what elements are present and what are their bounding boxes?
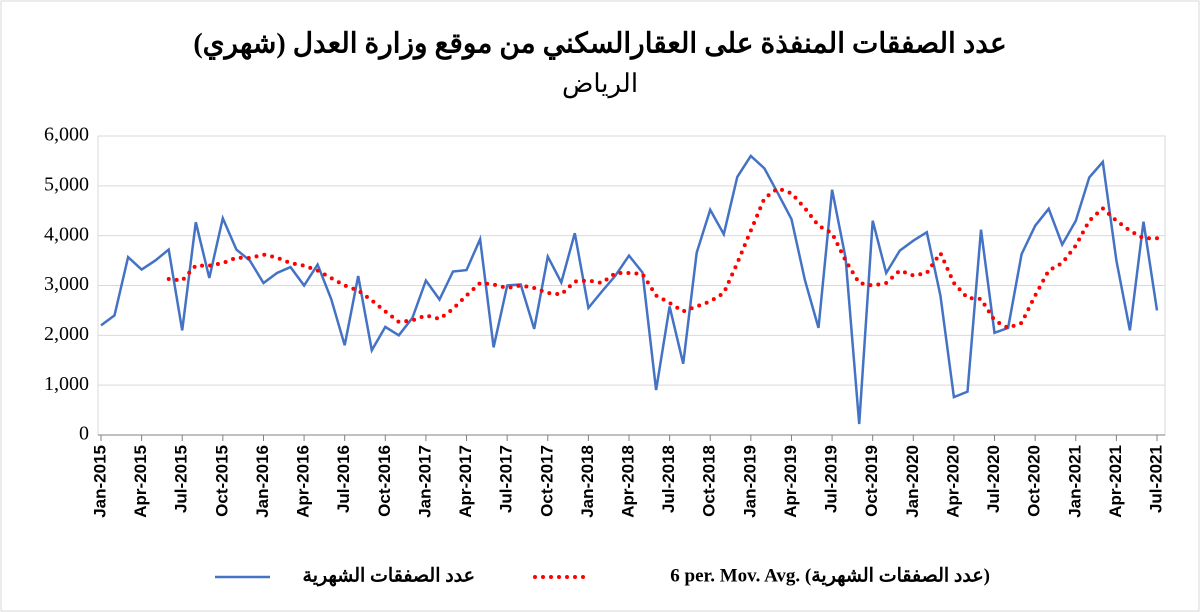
legend-label: عدد الصفقات الشهرية	[303, 565, 475, 586]
y-tick-label: 0	[79, 423, 89, 445]
series-line	[100, 153, 1159, 425]
x-tick-label: Jul-2018	[659, 445, 678, 513]
y-tick-label: 6,000	[44, 124, 89, 146]
x-tick-label: Jan-2020	[903, 445, 922, 518]
x-tick-label: Apr-2019	[781, 445, 800, 518]
x-tick-label: Oct-2018	[700, 445, 719, 517]
x-tick-label: Jan-2016	[253, 445, 272, 518]
x-tick-label: Oct-2016	[375, 445, 394, 517]
x-tick-label: Jul-2019	[822, 445, 841, 513]
x-tick-label: Jan-2015	[90, 445, 109, 518]
x-tick-label: Apr-2020	[943, 445, 962, 518]
chart-title: عدد الصفقات المنفذة على العقارالسكني من …	[193, 28, 1006, 60]
x-tick-label: Apr-2021	[1106, 445, 1125, 518]
y-tick-label: 2,000	[44, 323, 89, 345]
x-tick-label: Oct-2015	[212, 445, 231, 517]
x-tick-label: Jul-2021	[1146, 445, 1165, 513]
x-tick-label: Apr-2015	[131, 445, 150, 518]
x-tick-label: Jul-2017	[497, 445, 516, 513]
x-tick-label: Apr-2018	[618, 445, 637, 518]
x-tick-label: Oct-2017	[537, 445, 556, 517]
x-tick-label: Jan-2018	[578, 445, 597, 518]
x-tick-label: Apr-2016	[294, 445, 313, 518]
y-tick-label: 5,000	[44, 173, 89, 195]
legend-label: 6 per. Mov. Avg. (عدد الصفقات الشهرية)	[670, 565, 990, 586]
x-tick-label: Jul-2015	[172, 445, 191, 513]
x-tick-label: Jan-2021	[1065, 445, 1084, 518]
chart-subtitle: الرياض	[562, 69, 638, 99]
x-tick-label: Oct-2020	[1025, 445, 1044, 517]
x-tick-label: Jul-2016	[334, 445, 353, 513]
x-tick-label: Jul-2020	[984, 445, 1003, 513]
x-tick-label: Apr-2017	[456, 445, 475, 518]
y-tick-label: 3,000	[44, 273, 89, 295]
series-line	[166, 186, 1159, 331]
x-tick-label: Oct-2019	[862, 445, 881, 517]
y-tick-label: 1,000	[44, 373, 89, 395]
y-tick-label: 4,000	[44, 223, 89, 245]
x-tick-label: Jan-2017	[415, 445, 434, 518]
x-tick-label: Jan-2019	[740, 445, 759, 518]
